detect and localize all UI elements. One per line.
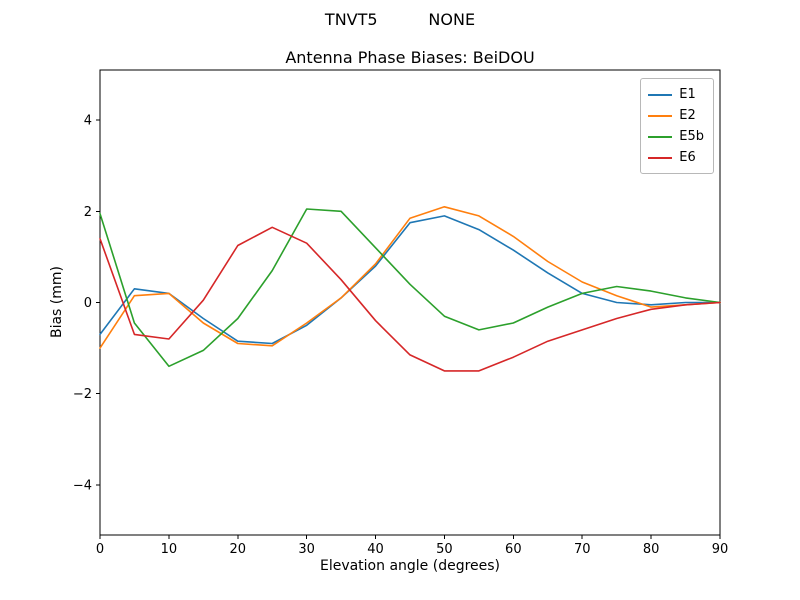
x-tick-label: 60	[505, 542, 522, 557]
legend-label-E6: E6	[679, 150, 696, 165]
legend-item-E6: E6	[648, 147, 704, 168]
legend-line-sample-E2	[648, 114, 673, 117]
legend: E1 E2 E5b E6	[640, 78, 714, 174]
legend-label-E1: E1	[679, 87, 696, 102]
legend-line-sample-E6	[648, 156, 673, 159]
x-tick-label: 10	[161, 542, 178, 557]
series-line-E1	[99, 215, 721, 345]
legend-item-E5b: E5b	[648, 126, 704, 147]
x-tick-label: 0	[96, 542, 104, 557]
x-tick-label: 70	[574, 542, 591, 557]
x-tick-label: 20	[230, 542, 247, 557]
y-tick-label: −2	[73, 387, 92, 402]
x-tick-label: 50	[436, 542, 453, 557]
x-axis-label: Elevation angle (degrees)	[319, 558, 501, 574]
series-line-E6	[99, 226, 721, 372]
chart-title: Antenna Phase Biases: BeiDOU	[285, 48, 535, 67]
x-tick-label: 80	[643, 542, 660, 557]
series-line-E2	[99, 206, 721, 349]
legend-item-E1: E1	[648, 84, 704, 105]
x-tick-label: 30	[298, 542, 315, 557]
series-line-E5b	[99, 208, 721, 368]
legend-item-E2: E2	[648, 105, 704, 126]
legend-label-E5b: E5b	[679, 129, 704, 144]
y-tick-label: 4	[84, 114, 92, 129]
y-tick-label: −4	[73, 478, 92, 493]
y-tick-label: 0	[84, 296, 92, 311]
y-axis-label: Bias (mm)	[49, 265, 65, 339]
x-tick-label: 90	[712, 542, 729, 557]
legend-line-sample-E5b	[648, 135, 673, 138]
legend-label-E2: E2	[679, 108, 696, 123]
x-tick-label: 40	[367, 542, 384, 557]
y-tick-label: 2	[84, 205, 92, 220]
legend-line-sample-E1	[648, 93, 673, 96]
figure-suptitle: TNVT5 NONE	[324, 10, 476, 29]
